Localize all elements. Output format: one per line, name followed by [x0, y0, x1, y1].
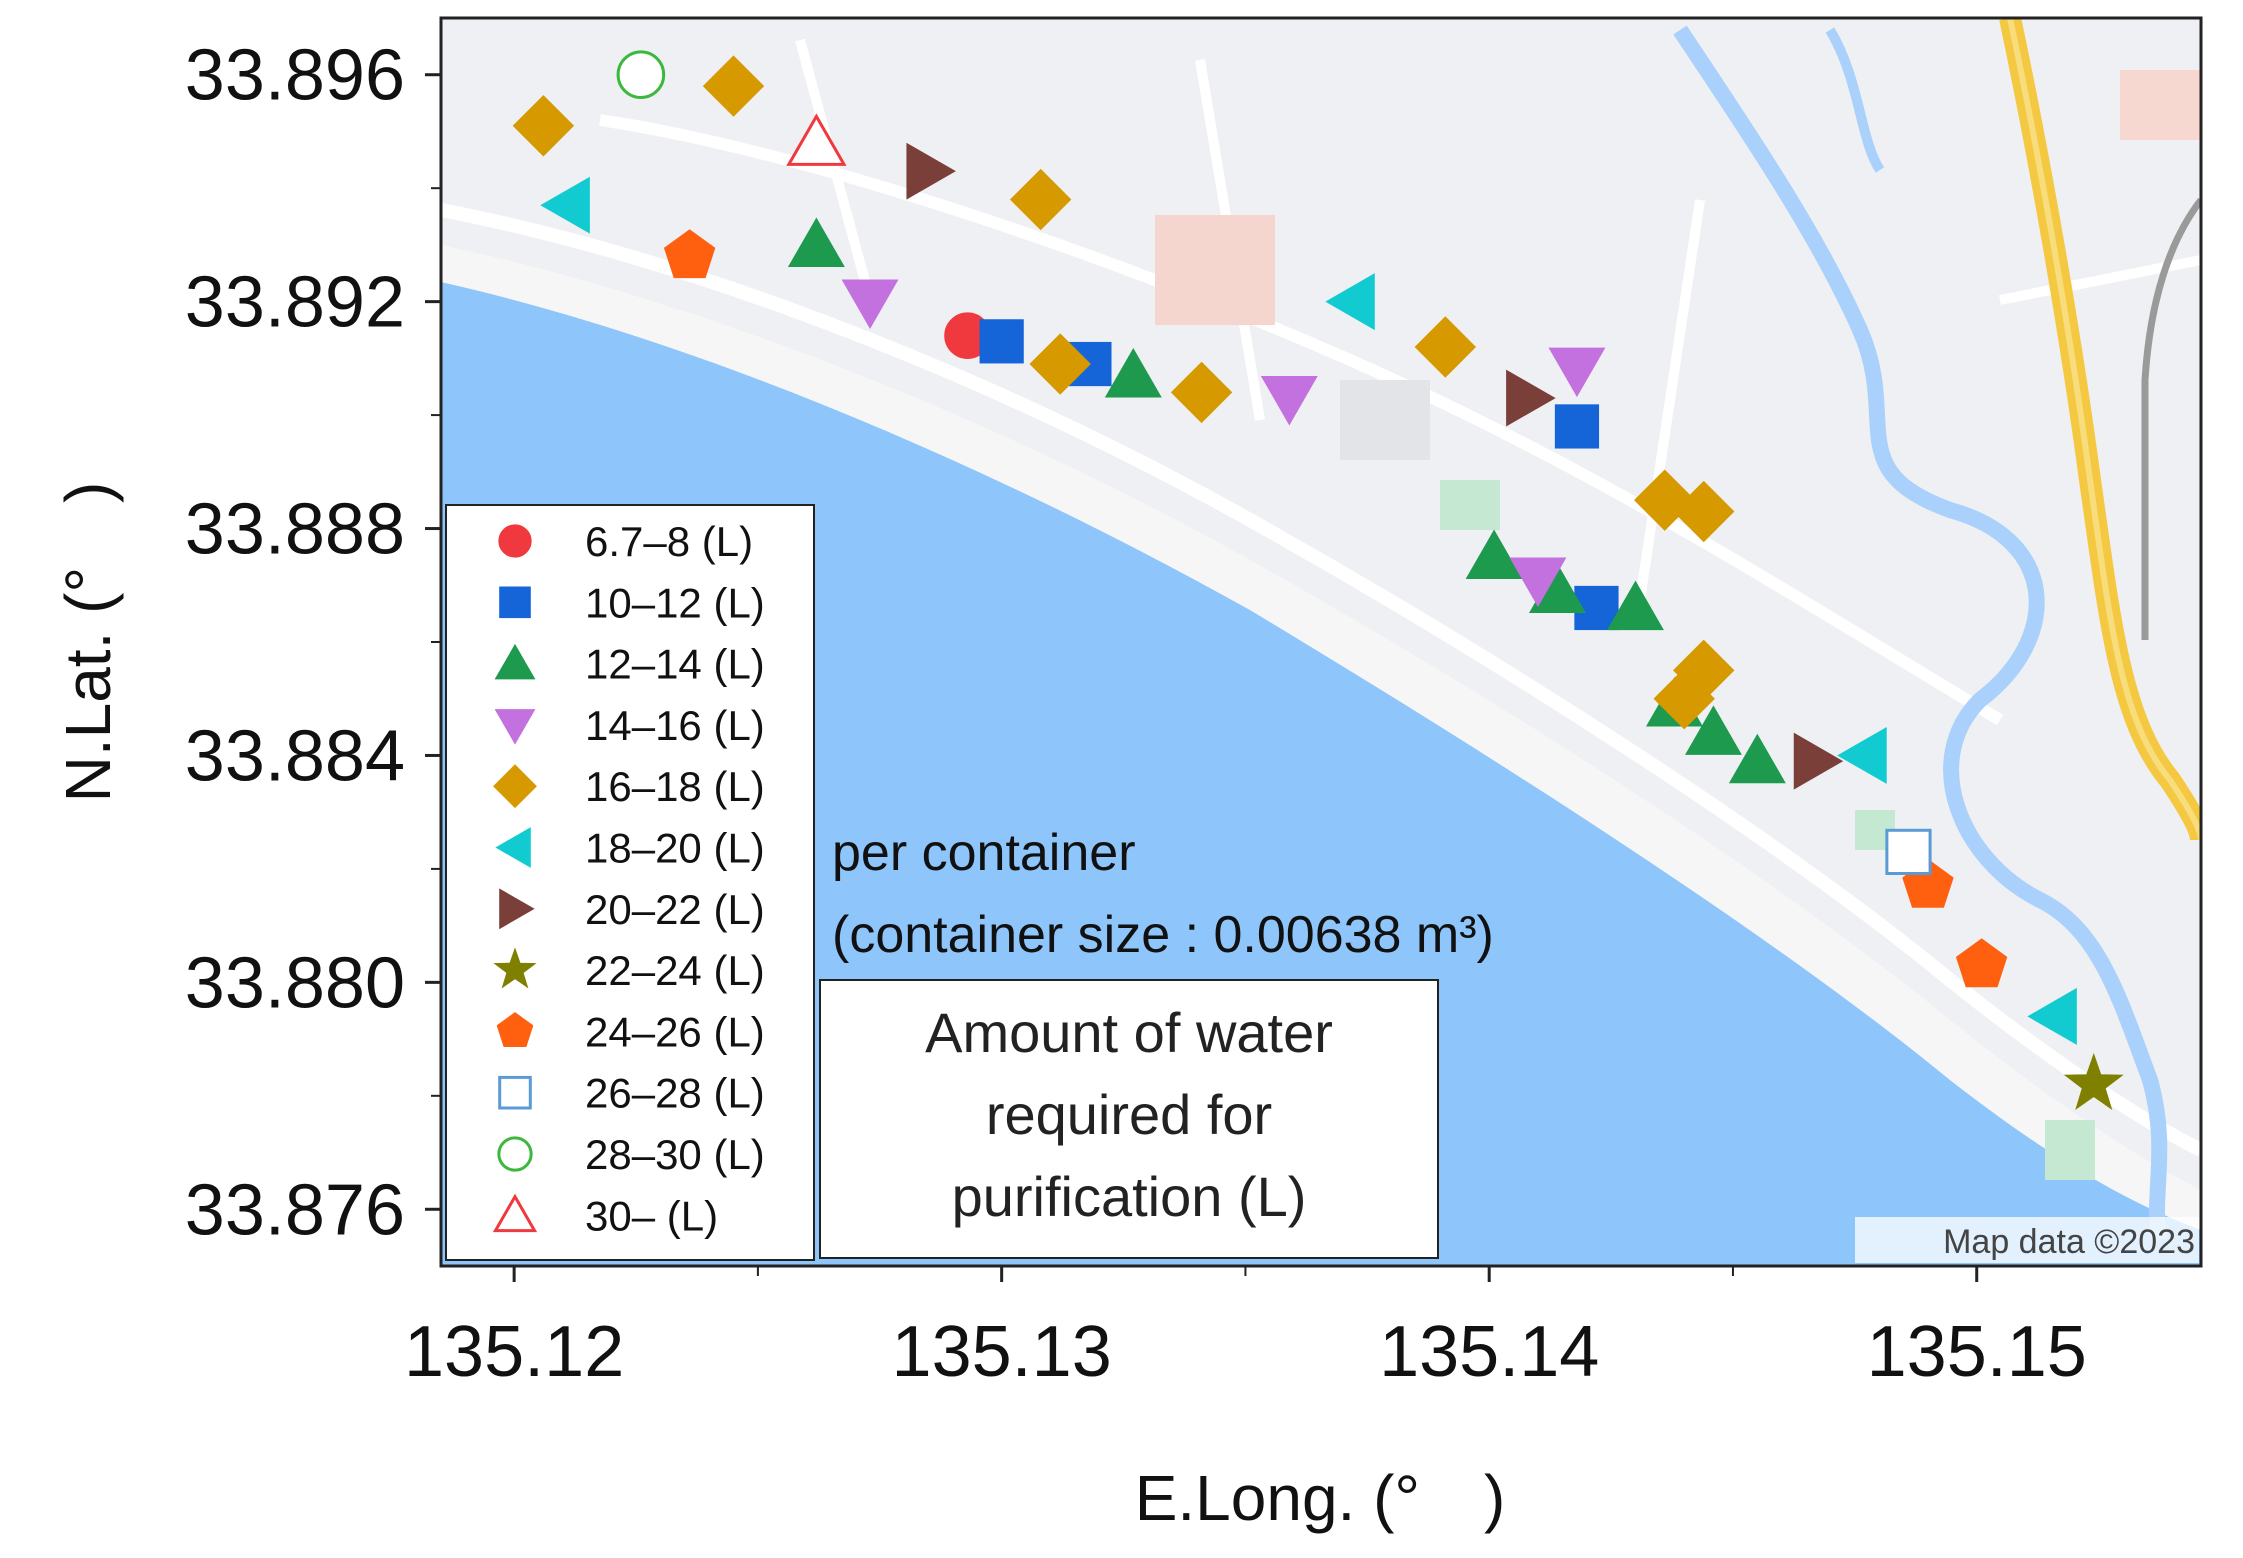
legend-marker: [499, 888, 535, 930]
data-point: [663, 229, 716, 279]
x-tick-label: 135.14: [1379, 1312, 1599, 1392]
data-point: [1029, 333, 1091, 395]
annotation-line-1: per container: [832, 824, 1136, 882]
legend-label: 20–22 (L): [585, 886, 765, 933]
data-point: [1009, 168, 1072, 231]
railway: [2141, 197, 2201, 640]
highway-centerline: [2007, 18, 2201, 841]
data-point: [1685, 705, 1742, 755]
cross-road-3: [1635, 199, 1705, 601]
legend-label: 24–26 (L): [585, 1008, 765, 1055]
x-axis-label: E.Long. (° ): [1135, 1462, 1506, 1534]
legend-marker: [497, 1136, 533, 1172]
data-point: [906, 142, 956, 200]
data-point: [787, 217, 845, 268]
y-tick-label: 33.896: [185, 36, 405, 116]
data-point: [1465, 529, 1523, 580]
data-point: [1885, 828, 1932, 875]
axis-ticks: 135.12 135.13 135.14 135.15 33.876 33.880 33.8…: [185, 36, 2087, 1392]
legend-marker: [498, 1075, 532, 1110]
data-point: [2063, 1052, 2124, 1110]
legend-label: 16–18 (L): [585, 763, 765, 810]
building-block-1: [1155, 215, 1275, 325]
legend-marker: [494, 643, 536, 680]
data-point: [1653, 668, 1715, 730]
data-point: [1509, 557, 1567, 608]
y-tick-label: 33.892: [185, 263, 405, 343]
y-tick-label: 33.876: [185, 1170, 405, 1250]
legend-marker: [492, 1193, 538, 1233]
legend-label: 30– (L): [585, 1192, 718, 1239]
data-point: [1325, 273, 1375, 331]
canal: [1825, 27, 1885, 173]
data-point: [1837, 726, 1887, 784]
title-line-2: required for: [986, 1083, 1272, 1146]
legend-marker: [493, 947, 537, 989]
river: [1673, 25, 2168, 1242]
legend-box: [445, 504, 815, 1261]
title-box: [819, 979, 1439, 1259]
data-point: [540, 176, 590, 234]
legend: 6.7–8 (L) 10–12 (L) 12–14 (L) 14–16 (L) 16–1…: [445, 504, 815, 1261]
coastal-road: [441, 203, 2201, 1157]
data-point: [841, 279, 899, 330]
building-block-3: [2120, 70, 2200, 140]
building-block-2: [1340, 380, 1430, 460]
legend-label: 6.7–8 (L): [585, 518, 753, 565]
y-tick-label: 33.884: [185, 716, 405, 796]
data-point: [1414, 316, 1477, 378]
legend-label: 10–12 (L): [585, 579, 765, 626]
data-point: [1506, 369, 1556, 427]
legend-marker: [493, 764, 537, 809]
legend-marker: [499, 586, 531, 619]
legend-label: 22–24 (L): [585, 947, 765, 994]
data-point: [2027, 987, 2077, 1045]
data-point: [616, 50, 666, 100]
data-point: [1955, 938, 2008, 988]
data-point: [979, 319, 1024, 364]
data-point: [1260, 375, 1318, 426]
legend-label: 18–20 (L): [585, 825, 765, 872]
x-tick-label: 135.13: [892, 1312, 1112, 1392]
legend-label: 12–14 (L): [585, 641, 765, 688]
x-tick-label: 135.12: [404, 1312, 624, 1392]
y-axis-label: N.Lat. (° ): [52, 482, 124, 803]
data-markers: [512, 50, 2124, 1110]
y-tick-label: 33.888: [185, 490, 405, 570]
legend-marker: [498, 524, 532, 558]
inland-road: [599, 114, 2004, 726]
legend-marker: [496, 1012, 534, 1048]
park-1: [1440, 480, 1500, 530]
data-point: [1170, 361, 1233, 424]
cross-road-1: [795, 38, 875, 302]
data-point: [1673, 480, 1735, 543]
annotation-line-2: (container size : 0.00638 m³): [832, 906, 1494, 964]
data-point: [1554, 404, 1600, 449]
park-3: [2045, 1120, 2095, 1180]
data-point: [1548, 347, 1606, 398]
legend-label: 28–30 (L): [585, 1131, 765, 1178]
legend-label: 14–16 (L): [585, 702, 765, 749]
legend-label: 26–28 (L): [585, 1070, 765, 1117]
data-point: [1728, 733, 1786, 784]
legend-marker: [495, 827, 531, 868]
data-point: [786, 113, 847, 166]
data-point: [512, 95, 575, 157]
data-point: [1606, 580, 1664, 631]
beach-strip: [441, 245, 2201, 1230]
data-point: [1104, 347, 1162, 398]
data-point: [702, 55, 765, 117]
title-line-1: Amount of water: [925, 1001, 1333, 1064]
attribution-background: [1855, 1217, 2199, 1263]
y-tick-label: 33.880: [185, 943, 405, 1023]
legend-marker: [494, 709, 536, 745]
data-point: [1793, 732, 1844, 790]
x-tick-label: 135.15: [1867, 1312, 2087, 1392]
title-line-3: purification (L): [952, 1165, 1307, 1228]
map-attribution: Map data ©2023: [1943, 1223, 2195, 1261]
